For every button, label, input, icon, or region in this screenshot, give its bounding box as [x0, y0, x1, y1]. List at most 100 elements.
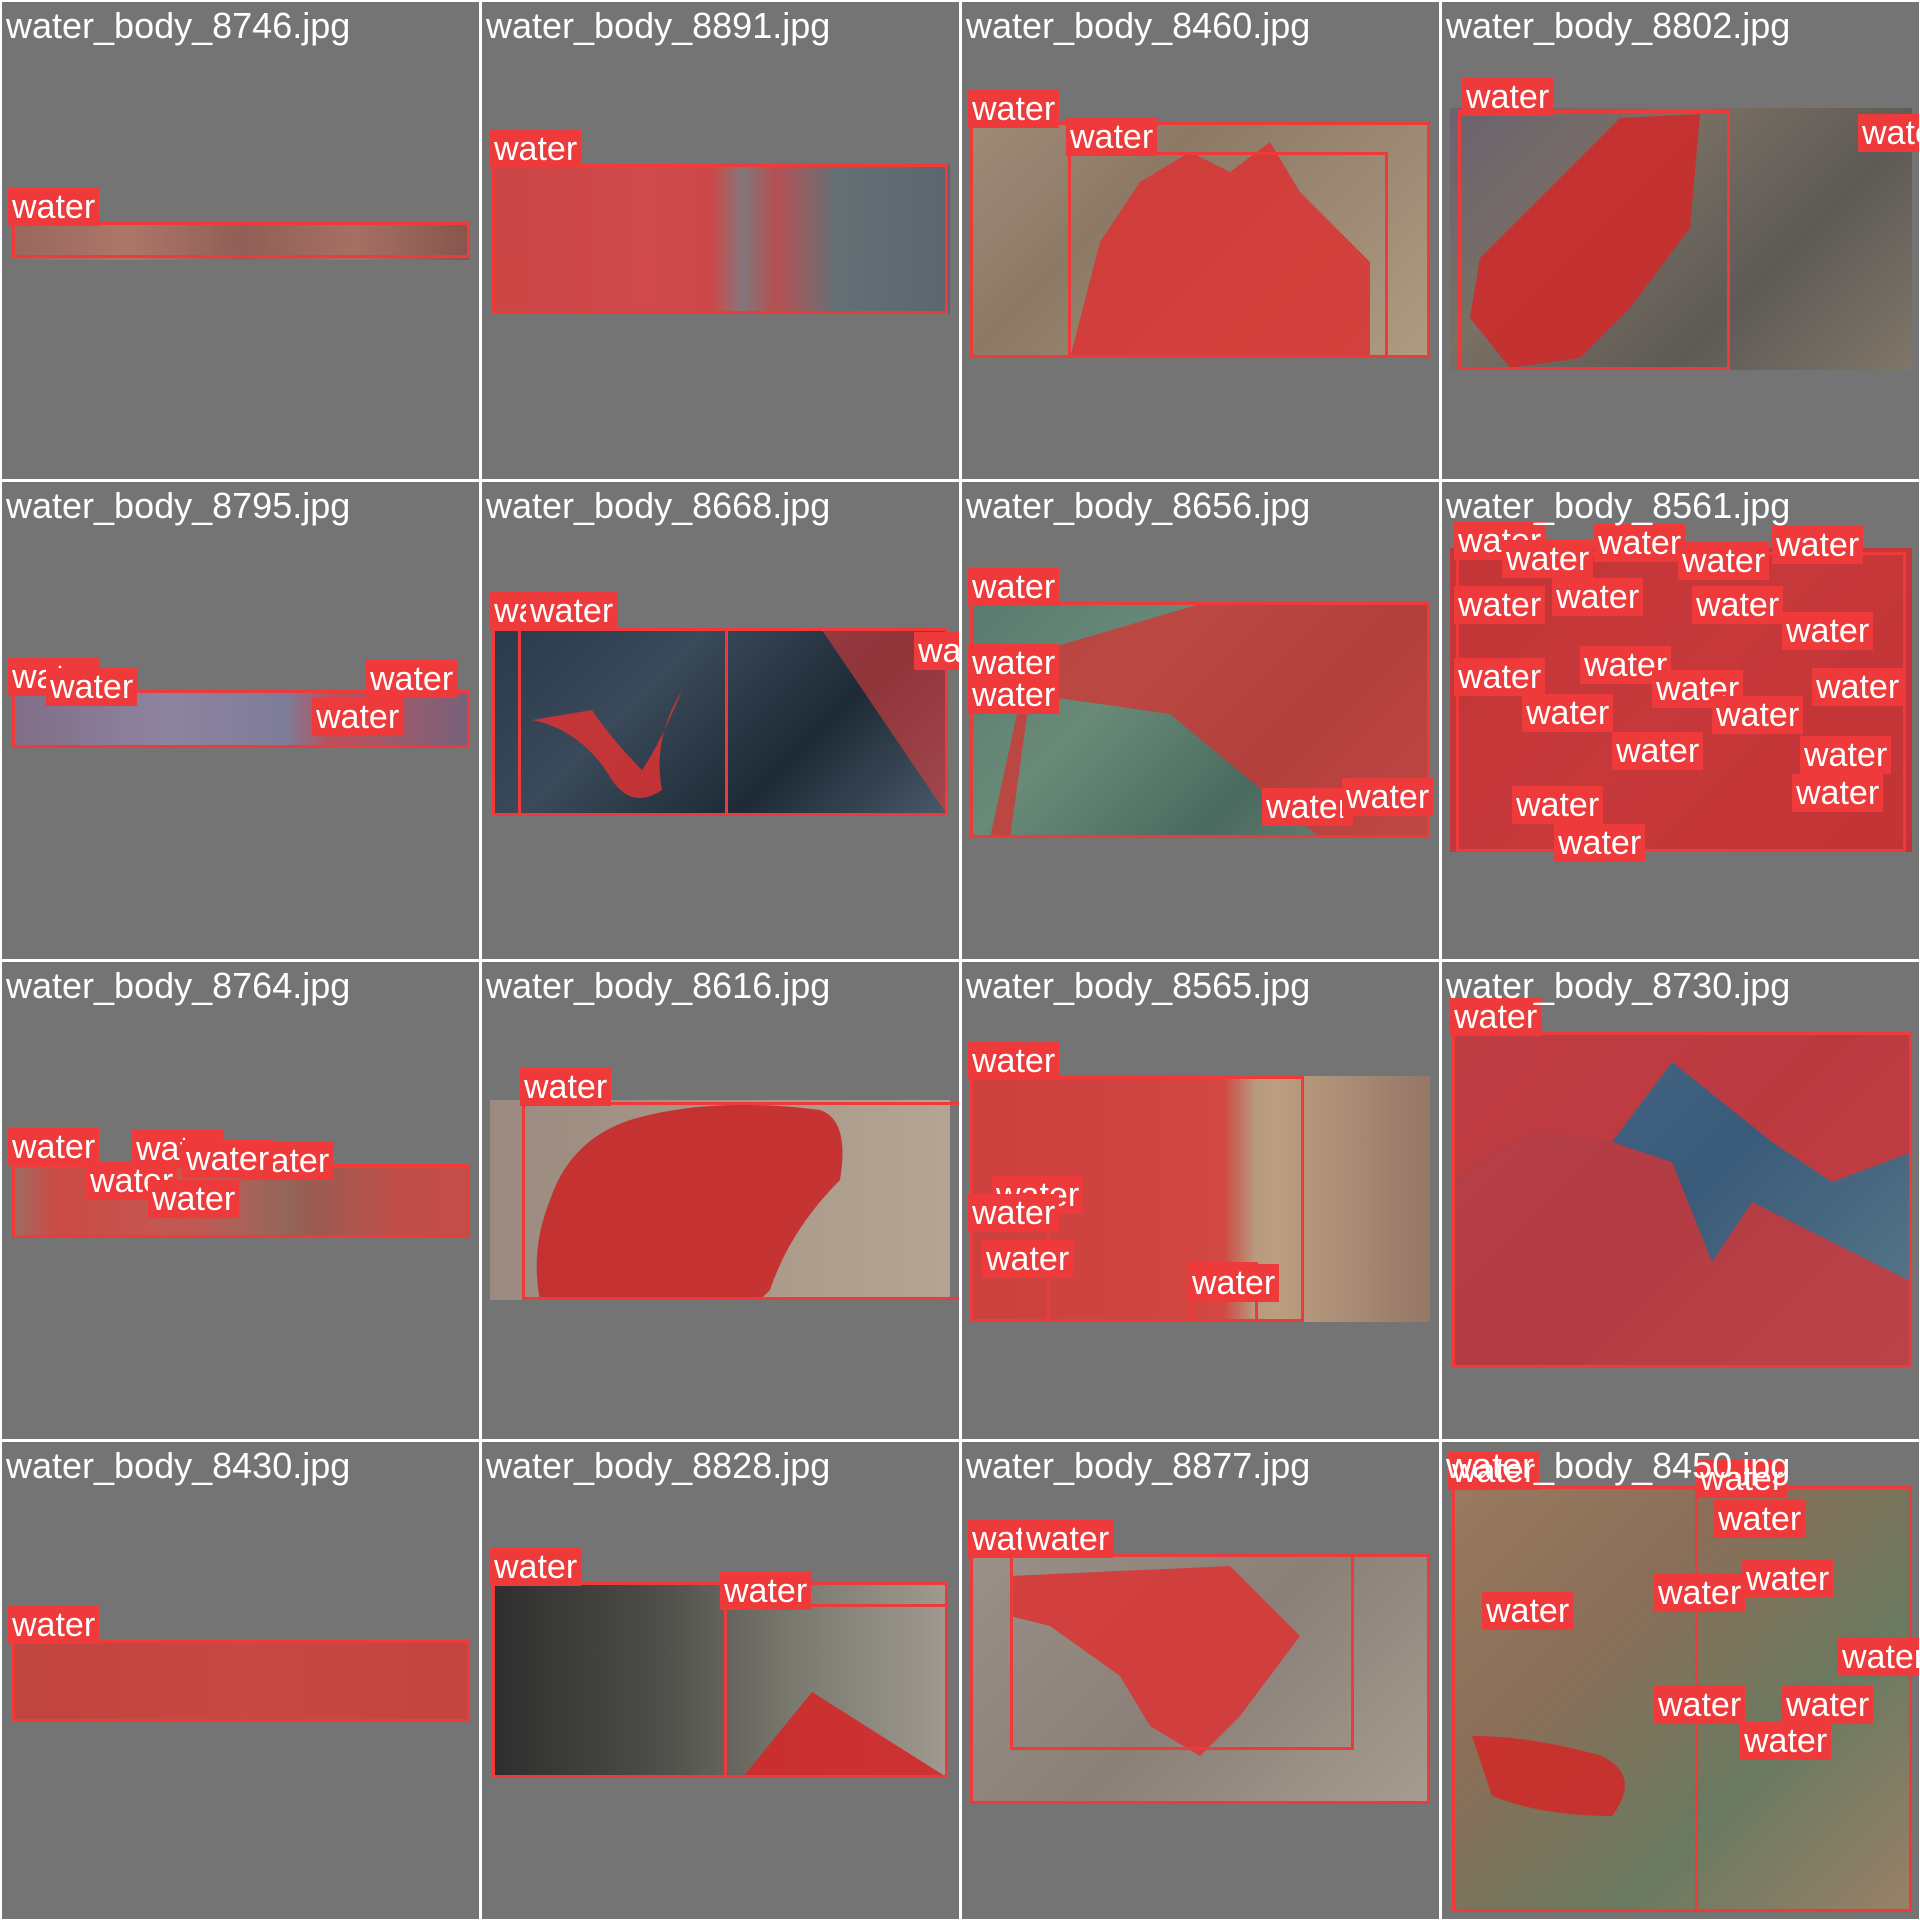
- detection-label: water: [1502, 540, 1594, 578]
- detection-label: water: [982, 1240, 1074, 1278]
- detection-label: water: [490, 1548, 582, 1586]
- image-filename: water_body_8450.jpg: [1446, 1445, 1791, 1486]
- water-mask: [990, 604, 1430, 838]
- detection-label: water: [1792, 774, 1884, 812]
- detection-label: water: [8, 1128, 100, 1166]
- detection-box: [724, 1604, 948, 1778]
- detection-label: water: [968, 1194, 1060, 1232]
- detection-label: water: [914, 632, 959, 670]
- detection-label: water: [1654, 1686, 1746, 1724]
- water-mask: [532, 630, 948, 816]
- water-mask: [492, 164, 950, 314]
- water-mask: [12, 224, 470, 260]
- detection-box: [1452, 1032, 1912, 1368]
- detection-label: water: [1188, 1264, 1280, 1302]
- detection-label: water: [526, 592, 618, 630]
- detection-label: water: [1800, 736, 1892, 774]
- detection-label: water: [312, 698, 404, 736]
- detection-label: water: [968, 644, 1060, 682]
- detection-label: water: [1712, 696, 1804, 734]
- detection-label: water: [1696, 1460, 1788, 1498]
- detection-label: water: [182, 1140, 274, 1178]
- grid-cell: water_body_8565.jpg water water water wa…: [962, 962, 1439, 1439]
- image-filename: water_body_8460.jpg: [966, 5, 1311, 46]
- image-filename: water_body_8668.jpg: [486, 485, 831, 526]
- detection-label: water: [366, 660, 458, 698]
- grid-cell: water_body_8430.jpg water: [2, 1442, 479, 1919]
- detection-box: [1068, 152, 1388, 358]
- water-mask: [1452, 1032, 1912, 1368]
- grid-cell: water_body_8668.jpg water water water: [482, 482, 959, 959]
- grid-cell: water_body_8730.jpg water: [1442, 962, 1919, 1439]
- detection-label: water: [148, 1180, 240, 1218]
- grid-cell: water_body_8616.jpg water: [482, 962, 959, 1439]
- water-mask: [1470, 114, 1700, 368]
- image-filename: water_body_8802.jpg: [1446, 5, 1791, 46]
- detection-label: water: [1482, 1592, 1574, 1630]
- detection-label: water: [1782, 1686, 1874, 1724]
- water-mask: [1070, 142, 1370, 358]
- detection-box: [970, 602, 1430, 838]
- detection-label: water: [1522, 694, 1614, 732]
- water-mask: [742, 1692, 948, 1778]
- image-filename: water_body_8561.jpg: [1446, 485, 1791, 526]
- satellite-image: [1452, 1032, 1912, 1368]
- detection-label: water: [1742, 1560, 1834, 1598]
- detection-box: [492, 164, 948, 314]
- detection-label: water: [8, 188, 100, 226]
- detection-label: water: [720, 1572, 812, 1610]
- detection-box: [518, 628, 728, 816]
- grid-cell: water_body_8561.jpg water water water wa…: [1442, 482, 1919, 959]
- water-mask: [12, 1642, 470, 1722]
- grid-cell: water_body_8460.jpg water water: [962, 2, 1439, 479]
- satellite-image: [492, 630, 948, 816]
- satellite-image: [1450, 108, 1912, 370]
- grid-cell: water_body_8828.jpg water water: [482, 1442, 959, 1919]
- detection-label: water: [46, 668, 138, 706]
- grid-cell: water_body_8802.jpg water water: [1442, 2, 1919, 479]
- detection-label: water: [1462, 78, 1554, 116]
- detection-label: water: [968, 1042, 1060, 1080]
- detection-label: water: [1262, 788, 1354, 826]
- detection-label: water: [1552, 578, 1644, 616]
- detection-label: water: [1580, 646, 1672, 684]
- image-filename: water_body_8828.jpg: [486, 1445, 831, 1486]
- satellite-image: [490, 1100, 950, 1300]
- satellite-image: [12, 1642, 470, 1722]
- detection-label: water: [968, 90, 1060, 128]
- grid-cell: water_body_8746.jpg water: [2, 2, 479, 479]
- satellite-image: [492, 1582, 948, 1778]
- detection-label: water: [1448, 1452, 1540, 1490]
- detection-label: water: [1714, 1500, 1806, 1538]
- grid-cell: water_body_8450.jpg water water water wa…: [1442, 1442, 1919, 1919]
- detection-box: [12, 690, 470, 748]
- detection-label: water: [86, 1162, 178, 1200]
- image-filename: water_body_8795.jpg: [6, 485, 351, 526]
- image-filename: water_body_8430.jpg: [6, 1445, 351, 1486]
- satellite-image: [970, 122, 1430, 358]
- image-filename: water_body_8616.jpg: [486, 965, 831, 1006]
- image-filename: water_body_8764.jpg: [6, 965, 351, 1006]
- satellite-image: [12, 224, 470, 260]
- image-filename: water_body_8746.jpg: [6, 5, 351, 46]
- detection-label: water: [1066, 118, 1158, 156]
- detection-label: water: [1450, 998, 1542, 1036]
- detection-label: water: [1612, 732, 1704, 770]
- satellite-image: [492, 164, 950, 314]
- grid-cell: water_body_8764.jpg water water water wa…: [2, 962, 479, 1439]
- detection-label: water: [1678, 542, 1770, 580]
- image-filename: water_body_8730.jpg: [1446, 965, 1791, 1006]
- detection-label: water: [8, 1606, 100, 1644]
- detection-label: water: [1772, 526, 1864, 564]
- detection-label: water: [1554, 824, 1646, 862]
- detection-label: water: [1512, 786, 1604, 824]
- detection-box: [1458, 110, 1730, 370]
- image-filename: water_body_8877.jpg: [966, 1445, 1311, 1486]
- detection-label: water: [1654, 1574, 1746, 1612]
- grid-cell: water_body_8795.jpg water water water wa…: [2, 482, 479, 959]
- detection-label: water: [968, 676, 1060, 714]
- grid-cell: water_body_8877.jpg water water: [962, 1442, 1439, 1919]
- detection-label: water: [1782, 612, 1874, 650]
- detection-label: water: [1692, 586, 1784, 624]
